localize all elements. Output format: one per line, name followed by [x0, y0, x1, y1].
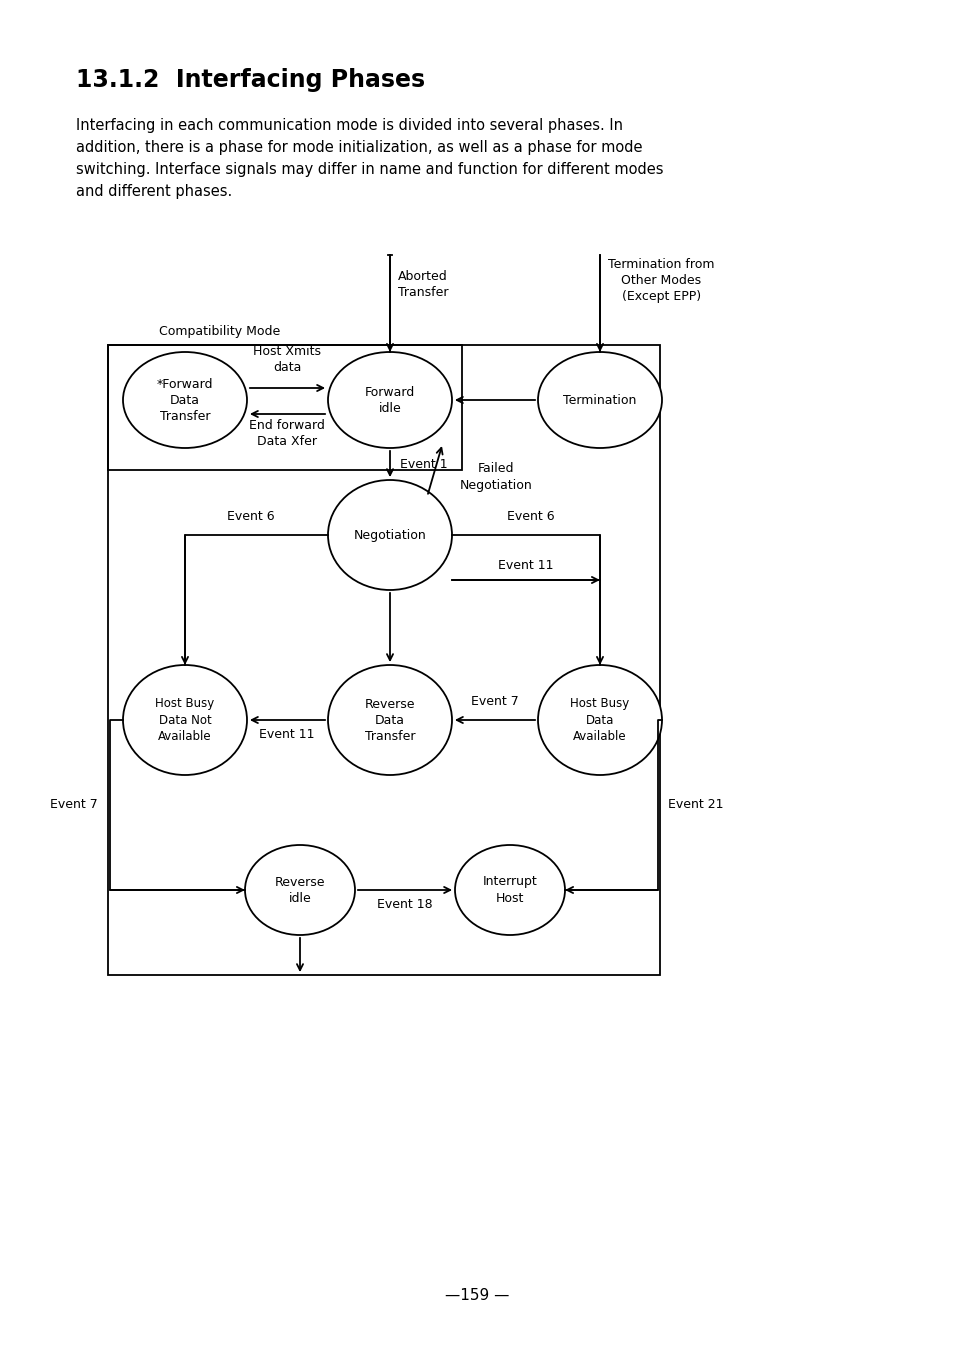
Text: Aborted
Transfer: Aborted Transfer [397, 270, 448, 299]
Text: Event 6: Event 6 [507, 510, 555, 523]
Text: Compatibility Mode: Compatibility Mode [159, 324, 280, 338]
Text: Failed
Negotiation: Failed Negotiation [459, 462, 532, 492]
Text: Host Busy
Data
Available: Host Busy Data Available [570, 698, 629, 742]
Text: Event 21: Event 21 [667, 799, 722, 811]
Text: Interrupt
Host: Interrupt Host [482, 876, 537, 904]
Text: Event 7: Event 7 [51, 799, 98, 811]
Text: Event 11: Event 11 [259, 727, 314, 741]
Text: Event 18: Event 18 [376, 898, 433, 911]
Text: End forward
Data Xfer: End forward Data Xfer [249, 419, 325, 448]
Text: and different phases.: and different phases. [76, 184, 232, 199]
Text: Forward
idle: Forward idle [364, 385, 415, 415]
Text: Reverse
idle: Reverse idle [274, 876, 325, 904]
Ellipse shape [328, 480, 452, 589]
Text: —159 —: —159 — [444, 1287, 509, 1302]
Text: Host Xmits
data: Host Xmits data [253, 345, 320, 375]
Text: Event 7: Event 7 [471, 695, 518, 708]
Text: Termination: Termination [562, 393, 636, 407]
Text: addition, there is a phase for mode initialization, as well as a phase for mode: addition, there is a phase for mode init… [76, 141, 641, 155]
Text: switching. Interface signals may differ in name and function for different modes: switching. Interface signals may differ … [76, 162, 662, 177]
Text: Event 1: Event 1 [399, 457, 447, 470]
Text: Host Busy
Data Not
Available: Host Busy Data Not Available [155, 698, 214, 742]
Text: Reverse
Data
Transfer: Reverse Data Transfer [364, 698, 415, 742]
Ellipse shape [123, 665, 247, 775]
Text: Interfacing in each communication mode is divided into several phases. In: Interfacing in each communication mode i… [76, 118, 622, 132]
Bar [108, 345, 461, 470]
Text: Event 6: Event 6 [227, 510, 274, 523]
Ellipse shape [123, 352, 247, 448]
Ellipse shape [537, 665, 661, 775]
Text: Negotiation: Negotiation [354, 529, 426, 542]
Text: Event 11: Event 11 [497, 558, 553, 572]
Ellipse shape [455, 845, 564, 936]
Ellipse shape [537, 352, 661, 448]
Ellipse shape [245, 845, 355, 936]
Text: Termination from
Other Modes
(Except EPP): Termination from Other Modes (Except EPP… [607, 258, 714, 303]
Bar [108, 345, 659, 975]
Text: *Forward
Data
Transfer: *Forward Data Transfer [156, 377, 213, 422]
Ellipse shape [328, 352, 452, 448]
Ellipse shape [328, 665, 452, 775]
Text: 13.1.2  Interfacing Phases: 13.1.2 Interfacing Phases [76, 68, 425, 92]
